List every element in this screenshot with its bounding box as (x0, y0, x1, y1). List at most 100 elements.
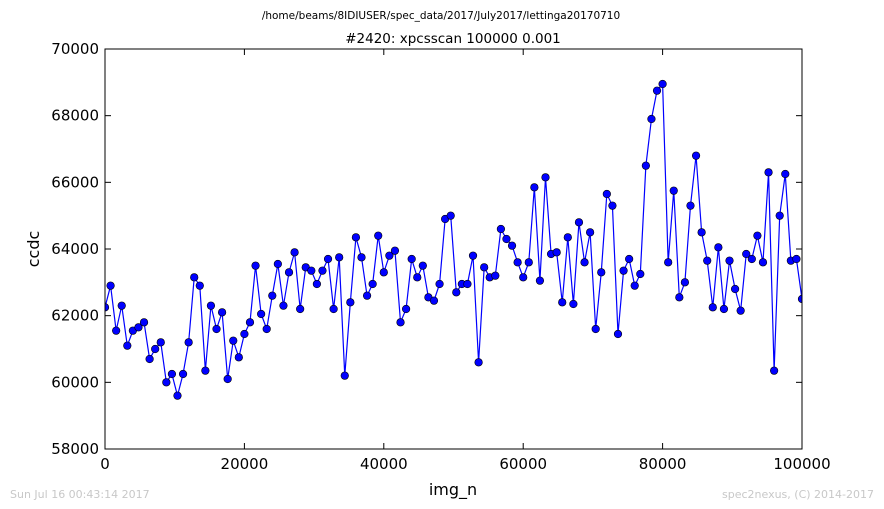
data-point (273, 259, 282, 269)
data-point (524, 258, 533, 267)
data-point (569, 299, 578, 309)
chart-title: #2420: xpcsscan 100000 0.001 (345, 31, 561, 47)
y-tick-label: 58000 (51, 440, 99, 458)
data-point (736, 306, 745, 315)
data-point (719, 304, 729, 314)
data-point (758, 258, 768, 267)
data-point (368, 279, 377, 289)
data-point (708, 303, 717, 312)
data-point (257, 309, 266, 319)
data-point (625, 254, 634, 264)
data-point (112, 326, 121, 335)
data-point (156, 338, 165, 347)
data-point (312, 279, 321, 289)
data-point (652, 86, 662, 95)
data-point (608, 201, 617, 210)
data-point (781, 169, 790, 179)
data-point (201, 366, 210, 375)
data-point (552, 248, 561, 257)
x-axis: 0 20000 40000 60000 80000 100000 (100, 49, 831, 473)
data-point (703, 256, 712, 265)
data-point (429, 296, 439, 305)
data-point (396, 318, 405, 327)
data-point (613, 329, 623, 339)
data-point (374, 231, 383, 240)
data-point (691, 151, 701, 160)
data-point (680, 278, 690, 287)
data-point (351, 233, 361, 242)
data-point (195, 281, 204, 290)
data-point (323, 254, 333, 264)
data-point (597, 268, 606, 277)
data-point (775, 211, 784, 220)
data-point (418, 261, 427, 270)
data-point (675, 293, 684, 302)
data-point (541, 173, 550, 182)
data-point (240, 329, 249, 339)
data-point (362, 291, 372, 300)
data-point (809, 212, 817, 220)
data-point (452, 288, 461, 297)
data-point (268, 291, 277, 300)
data-point (714, 243, 723, 252)
data-point (134, 323, 143, 332)
data-point (530, 183, 539, 192)
x-tick-label: 80000 (639, 455, 687, 473)
data-point (245, 318, 255, 327)
series-line (105, 82, 802, 396)
data-point (251, 261, 260, 270)
data-point (496, 224, 506, 234)
data-point (558, 298, 567, 307)
data-point (190, 273, 199, 282)
data-point (636, 269, 645, 279)
data-point (173, 391, 182, 400)
data-point (279, 301, 288, 310)
data-point (730, 284, 740, 294)
data-point (390, 246, 400, 255)
data-point (178, 369, 188, 379)
y-tick-label: 66000 (51, 173, 99, 191)
data-point (346, 298, 355, 307)
data-point (262, 324, 271, 334)
data-point (563, 233, 572, 242)
data-point (162, 378, 171, 387)
data-point (686, 201, 695, 210)
data-point (669, 186, 678, 195)
data-point (574, 218, 584, 227)
data-point (296, 304, 305, 314)
data-point (580, 258, 589, 267)
footer-credit: spec2nexus, (C) 2014-2017 (722, 488, 874, 501)
data-point (307, 266, 316, 275)
data-point (641, 161, 650, 170)
data-point (385, 251, 394, 260)
y-tick-label: 64000 (51, 240, 99, 258)
data-point (821, 214, 829, 222)
x-tick-label: 20000 (221, 455, 269, 473)
x-axis-label: img_n (429, 480, 477, 500)
chart-header: /home/beams/8IDIUSER/spec_data/2017/July… (262, 10, 620, 22)
x-tick-label: 40000 (360, 455, 408, 473)
plot-area (104, 48, 829, 450)
data-point (151, 344, 160, 354)
data-point (446, 211, 455, 220)
x-tick-label: 60000 (499, 455, 547, 473)
data-point (357, 253, 366, 262)
data-point (229, 336, 238, 345)
data-point (340, 371, 349, 380)
data-point (234, 353, 243, 362)
data-point (591, 324, 600, 334)
data-point (770, 366, 779, 375)
data-point (379, 268, 388, 277)
data-point (117, 301, 126, 310)
data-point (284, 268, 294, 277)
data-point (630, 281, 639, 290)
data-point (106, 281, 115, 290)
data-point (535, 276, 545, 285)
data-point (725, 256, 734, 265)
data-point (519, 273, 528, 282)
data-point (491, 271, 500, 280)
footer-timestamp: Sun Jul 16 00:43:14 2017 (10, 488, 150, 501)
data-point (413, 273, 422, 282)
data-point (513, 258, 522, 267)
